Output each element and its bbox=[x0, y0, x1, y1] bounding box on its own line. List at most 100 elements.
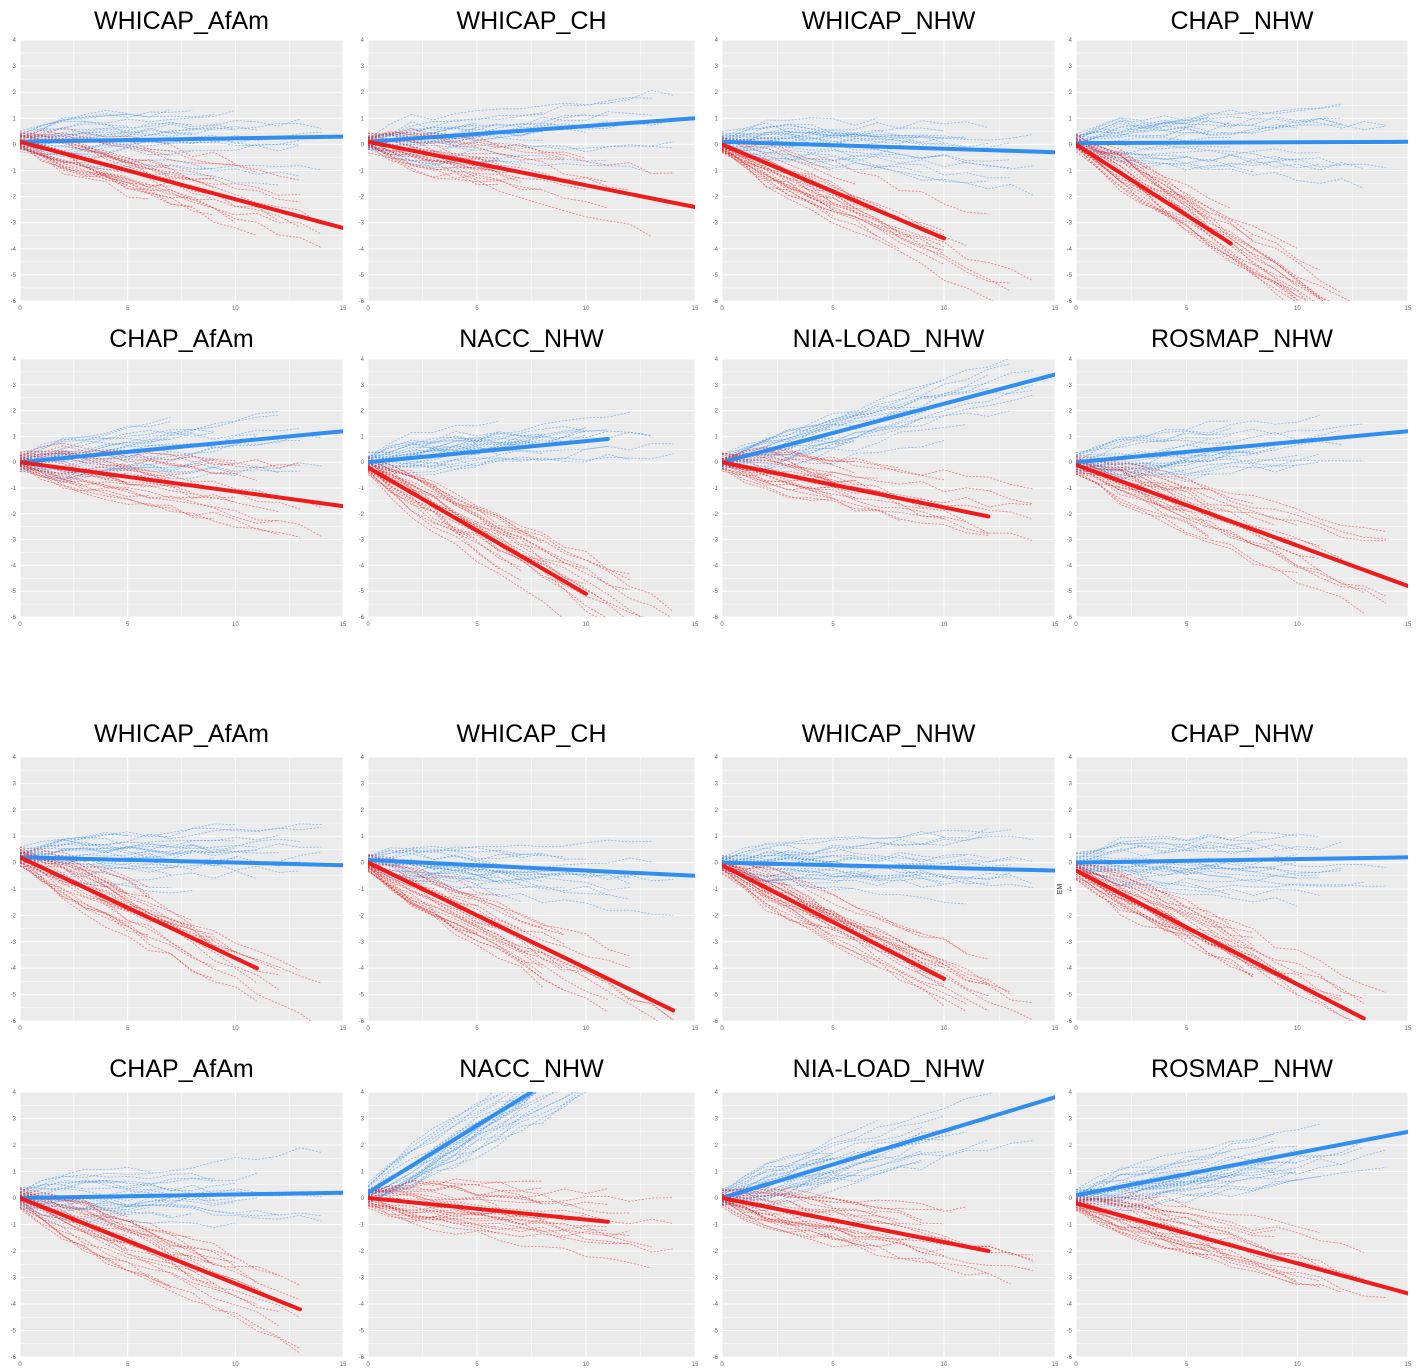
x-tick-label: 5 bbox=[1185, 622, 1189, 628]
y-tick-label: -6 bbox=[1067, 1019, 1073, 1025]
y-tick-label: 0 bbox=[361, 861, 365, 867]
y-tick-label: 4 bbox=[1069, 357, 1073, 363]
y-tick-label: 4 bbox=[361, 38, 365, 44]
y-tick-label: -2 bbox=[11, 512, 17, 518]
y-tick-label: -3 bbox=[11, 1276, 17, 1282]
x-tick-label: 15 bbox=[1405, 1362, 1412, 1368]
y-tick-label: -6 bbox=[1067, 299, 1073, 305]
y-tick-label: -4 bbox=[359, 563, 365, 569]
blue-trend-line bbox=[20, 1190, 343, 1200]
y-tick-label: 2 bbox=[715, 90, 719, 96]
y-tick-label: -4 bbox=[359, 1302, 365, 1308]
y-tick-label: -1 bbox=[359, 169, 365, 175]
y-tick-label: 4 bbox=[13, 755, 17, 761]
y-tick-label: -2 bbox=[713, 512, 719, 518]
blue-trend-line bbox=[368, 437, 610, 465]
x-tick-label: 15 bbox=[340, 1026, 347, 1032]
panel-13: -6 -5 -4 -3 -2 -1 0 1 2 3 4 0 5 10 15 CHAP_AfAm bbox=[11, 1055, 347, 1368]
blue-trend-line bbox=[1076, 429, 1408, 465]
trend-lines bbox=[20, 134, 343, 230]
y-tick-label: -4 bbox=[1067, 563, 1073, 569]
y-tick-label: -3 bbox=[1067, 1276, 1073, 1282]
y-tick-label: -1 bbox=[359, 1223, 365, 1229]
red-trend-line bbox=[1076, 1201, 1408, 1296]
x-tick-label: 5 bbox=[475, 1026, 479, 1032]
y-tick-label: -6 bbox=[11, 299, 17, 305]
y-tick-label: -2 bbox=[11, 195, 17, 201]
gridlines bbox=[19, 1091, 344, 1358]
y-tick-label: -2 bbox=[359, 913, 365, 919]
blue-trend-line bbox=[20, 134, 343, 144]
y-tick-label: -6 bbox=[359, 1019, 365, 1025]
x-tick-label: 10 bbox=[941, 306, 948, 312]
gridlines bbox=[1075, 39, 1409, 302]
y-tick-label: 2 bbox=[715, 808, 719, 814]
x-tick-label: 0 bbox=[1074, 1026, 1078, 1032]
panel-title: CHAP_AfAm bbox=[109, 325, 253, 353]
y-tick-label: -2 bbox=[713, 1249, 719, 1255]
x-tick-label: 5 bbox=[1185, 306, 1189, 312]
panel-title: WHICAP_CH bbox=[456, 7, 606, 35]
y-tick-label: -4 bbox=[713, 1302, 719, 1308]
y-tick-label: 3 bbox=[13, 64, 17, 70]
gridlines bbox=[721, 358, 1056, 618]
y-tick-label: 0 bbox=[715, 142, 719, 148]
y-tick-label: 2 bbox=[715, 1143, 719, 1149]
trend-lines bbox=[368, 858, 695, 1013]
blue-trend-line bbox=[20, 855, 343, 868]
y-tick-label: -2 bbox=[1067, 512, 1073, 518]
blue-trend-line bbox=[722, 372, 1055, 465]
y-tick-label: 2 bbox=[361, 1143, 365, 1149]
gridlines bbox=[19, 358, 344, 618]
gridlines bbox=[367, 39, 696, 302]
y-tick-label: -1 bbox=[1067, 169, 1073, 175]
x-tick-label: 0 bbox=[18, 1362, 22, 1368]
individual-trajectories bbox=[20, 411, 322, 538]
y-tick-label: 0 bbox=[1069, 861, 1073, 867]
y-tick-label: -2 bbox=[1067, 913, 1073, 919]
y-tick-label: 0 bbox=[13, 1196, 17, 1202]
x-tick-label: 10 bbox=[1294, 622, 1301, 628]
gridlines bbox=[721, 1091, 1056, 1358]
red-trend-line bbox=[20, 139, 343, 230]
y-tick-label: -6 bbox=[713, 1019, 719, 1025]
x-tick-label: 10 bbox=[1294, 1026, 1301, 1032]
y-tick-label: -3 bbox=[11, 221, 17, 227]
panel-3: -6 -5 -4 -3 -2 -1 0 1 2 3 4 0 5 10 15 WHICAP_NHW bbox=[713, 7, 1059, 312]
y-tick-label: 0 bbox=[715, 1196, 719, 1202]
y-tick-label: 2 bbox=[1069, 808, 1073, 814]
y-tick-label: 3 bbox=[361, 1117, 365, 1123]
x-tick-label: 10 bbox=[232, 1362, 239, 1368]
trend-lines bbox=[20, 1190, 343, 1312]
x-tick-label: 10 bbox=[583, 622, 590, 628]
y-tick-label: 0 bbox=[1069, 142, 1073, 148]
y-tick-label: -4 bbox=[359, 247, 365, 253]
x-tick-label: 5 bbox=[126, 306, 130, 312]
y-tick-label: 3 bbox=[361, 781, 365, 787]
y-tick-label: -3 bbox=[11, 538, 17, 544]
y-tick-label: 3 bbox=[1069, 64, 1073, 70]
y-tick-label: -2 bbox=[359, 195, 365, 201]
panel-title: WHICAP_CH bbox=[456, 720, 606, 748]
panel-2: -6 -5 -4 -3 -2 -1 0 1 2 3 4 0 5 10 15 WHICAP_CH bbox=[359, 7, 699, 312]
y-tick-label: 4 bbox=[715, 1090, 719, 1096]
y-tick-label: -6 bbox=[713, 615, 719, 621]
panel-title: WHICAP_NHW bbox=[802, 7, 976, 35]
y-tick-label: 2 bbox=[13, 808, 17, 814]
y-tick-label: 0 bbox=[715, 460, 719, 466]
x-tick-label: 15 bbox=[1405, 622, 1412, 628]
red-trend-line bbox=[20, 1196, 302, 1312]
y-tick-label: -1 bbox=[11, 169, 17, 175]
x-tick-label: 10 bbox=[1294, 306, 1301, 312]
trend-lines bbox=[722, 860, 1055, 981]
y-tick-label: 3 bbox=[715, 383, 719, 389]
y-tick-label: -6 bbox=[11, 615, 17, 621]
y-tick-label: -6 bbox=[359, 1355, 365, 1361]
panel-title: CHAP_NHW bbox=[1170, 720, 1313, 748]
y-tick-label: 1 bbox=[1069, 434, 1073, 440]
y-tick-label: 3 bbox=[715, 781, 719, 787]
panel-6: -6 -5 -4 -3 -2 -1 0 1 2 3 4 0 5 10 15 NACC_NHW bbox=[359, 325, 699, 628]
y-tick-label: -2 bbox=[713, 195, 719, 201]
trend-lines bbox=[368, 437, 610, 596]
y-tick-label: -1 bbox=[713, 1223, 719, 1229]
